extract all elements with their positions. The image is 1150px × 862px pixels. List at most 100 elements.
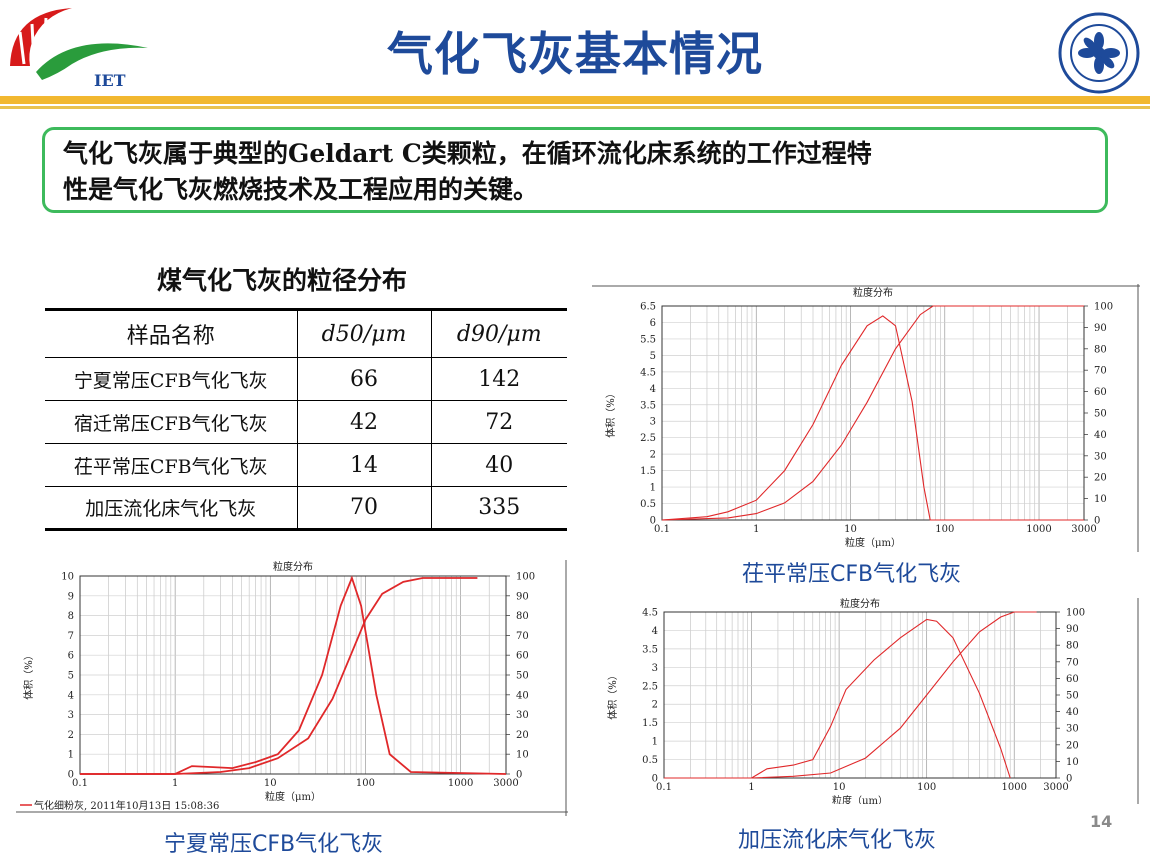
y-left-tick-label: 3	[650, 417, 656, 428]
d50-value: 66	[297, 357, 432, 401]
y-right-tick-label: 60	[1066, 674, 1079, 685]
y-left-tick-label: 5.5	[640, 334, 656, 345]
y-left-tick-label: 6	[650, 318, 656, 329]
header-sample-name: 样品名称	[45, 308, 298, 358]
y-left-tick-label: 7	[68, 631, 74, 642]
x-tick-label: 3000	[493, 778, 518, 789]
y-left-tick-label: 3	[68, 710, 74, 721]
y-left-tick-label: 10	[61, 572, 74, 583]
y-left-tick-label: 1	[652, 737, 658, 748]
y-right-tick-label: 10	[516, 750, 529, 761]
y-right-tick-label: 100	[1066, 608, 1085, 619]
y-right-tick-label: 10	[1066, 757, 1079, 768]
y-left-tick-label: 8	[68, 611, 74, 622]
x-tick-label: 1000	[1026, 524, 1051, 535]
x-tick-label: 1000	[448, 778, 473, 789]
x-tick-label: 10	[844, 524, 857, 535]
frequency-curve	[80, 575, 507, 775]
y-left-tick-label: 3.5	[640, 400, 656, 411]
y-left-tick-label: 4.5	[642, 608, 658, 619]
x-axis-label: 粒度（μm）	[832, 794, 888, 804]
x-tick-label: 10	[833, 782, 846, 793]
y-right-tick-label: 0	[516, 770, 522, 781]
chart-title: 粒度分布	[853, 286, 893, 299]
plot-border	[661, 305, 1085, 521]
y-left-tick-label: 1	[650, 483, 656, 494]
table-row: 宁夏常压CFB气化飞灰 66 142	[45, 357, 567, 401]
y-left-tick-label: 4	[68, 690, 74, 701]
cumulative-curve	[80, 577, 478, 775]
y-right-tick-label: 80	[1094, 344, 1107, 355]
x-tick-label: 3000	[1071, 524, 1096, 535]
y-left-tick-label: 1.5	[642, 718, 658, 729]
x-tick-label: 100	[917, 782, 936, 793]
y-right-tick-label: 20	[1094, 473, 1107, 484]
y-left-tick-label: 0.5	[642, 755, 658, 766]
x-tick-label: 0.1	[656, 782, 672, 793]
y-left-tick-label: 2	[650, 450, 656, 461]
page-title: 气化飞灰基本情况	[387, 27, 763, 81]
y-right-tick-label: 30	[1066, 724, 1079, 735]
sample-name: 茌平常压CFB气化飞灰	[45, 443, 298, 487]
y-right-tick-label: 90	[1094, 323, 1107, 334]
cumulative-curve	[661, 305, 1084, 521]
plot-border	[663, 611, 1057, 779]
y-left-tick-label: 2	[68, 730, 74, 741]
y-right-tick-label: 100	[1094, 302, 1113, 313]
x-tick-label: 100	[356, 778, 375, 789]
y-right-tick-label: 0	[1066, 774, 1072, 785]
y-left-tick-label: 0	[650, 516, 656, 527]
header-bar-thin	[0, 106, 1150, 109]
caption-ningxia: 宁夏常压CFB气化飞灰	[164, 832, 384, 857]
y-right-tick-label: 20	[516, 730, 529, 741]
x-tick-label: 1	[753, 524, 759, 535]
table-title: 煤气化飞灰的粒径分布	[157, 266, 408, 295]
frequency-curve	[664, 618, 1011, 779]
d50-value: 14	[297, 443, 432, 487]
y-left-tick-label: 9	[68, 591, 74, 602]
y-right-tick-label: 100	[516, 572, 535, 583]
x-tick-label: 10	[264, 778, 277, 789]
chart-title: 粒度分布	[840, 598, 880, 610]
d90-value: 142	[431, 357, 567, 401]
d90-value: 335	[431, 486, 567, 531]
cumulative-curve	[664, 611, 1037, 779]
table-row: 茌平常压CFB气化飞灰 14 40	[45, 443, 567, 487]
d50-value: 70	[297, 486, 432, 531]
caption-chiping: 茌平常压CFB气化飞灰	[742, 562, 962, 587]
x-tick-label: 3000	[1043, 782, 1068, 793]
y-left-tick-label: 4.5	[640, 367, 656, 378]
y-right-tick-label: 30	[1094, 451, 1107, 462]
d90-value: 40	[431, 443, 567, 487]
y-left-tick-label: 0	[652, 774, 658, 785]
x-tick-label: 1000	[1001, 782, 1026, 793]
y-right-tick-label: 40	[1066, 707, 1079, 718]
header-d50: d50/μm	[297, 308, 432, 358]
y-right-tick-label: 50	[1094, 409, 1107, 420]
d90-value: 72	[431, 400, 567, 444]
table-row: 加压流化床气化飞灰 70 335	[45, 486, 567, 531]
header-bar	[0, 96, 1150, 104]
d50-value: 42	[297, 400, 432, 444]
table-row: 宿迁常压CFB气化飞灰 42 72	[45, 400, 567, 444]
sample-name: 宿迁常压CFB气化飞灰	[45, 400, 298, 444]
legend-entry: 气化细粉灰, 2011年10月13日 15:08:36	[34, 799, 219, 812]
frequency-curve	[661, 315, 1084, 521]
y-right-tick-label: 40	[516, 690, 529, 701]
x-tick-label: 100	[935, 524, 954, 535]
y-left-tick-label: 1.5	[640, 466, 656, 477]
y-right-tick-label: 80	[1066, 641, 1079, 652]
x-axis-label: 粒度（μm）	[845, 536, 901, 549]
y-right-tick-label: 80	[516, 611, 529, 622]
y-left-tick-label: 5	[68, 671, 74, 682]
y-right-tick-label: 0	[1094, 516, 1100, 527]
y-left-tick-label: 6.5	[640, 302, 656, 313]
y-right-tick-label: 50	[516, 671, 529, 682]
y-right-tick-label: 10	[1094, 494, 1107, 505]
chart-jiaya: 0 0.5 1 1.5 2 2.5 3 3.5 4 4.5 0 10 20 30 40 50 60 70 80 90 1…	[607, 598, 1139, 804]
table-header-row: 样品名称 d50/μm d90/μm	[45, 308, 567, 358]
x-tick-label: 0.1	[654, 524, 670, 535]
y-right-tick-label: 90	[516, 591, 529, 602]
header-d90: d90/μm	[431, 308, 567, 358]
